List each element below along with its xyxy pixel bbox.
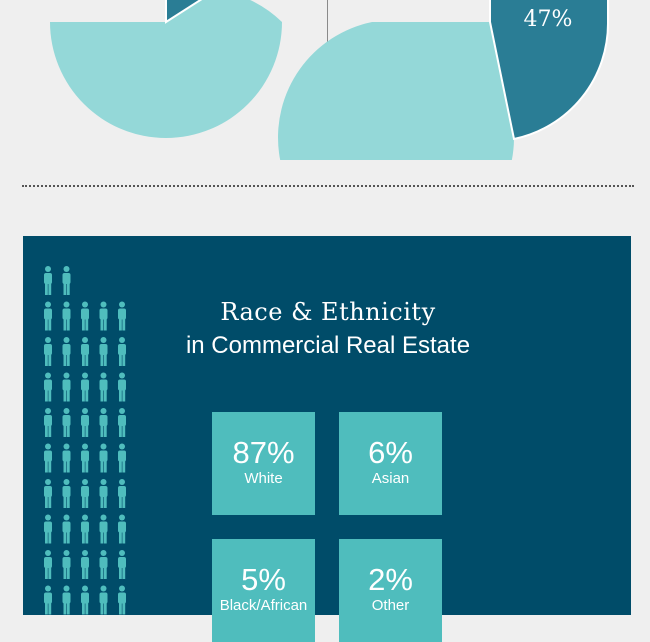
person-icon (81, 550, 89, 579)
person-icon (44, 266, 52, 295)
stat-value: 87% (232, 435, 295, 470)
person-icon (62, 337, 71, 366)
left-pie-chart (50, 0, 282, 138)
person-icon (99, 372, 108, 402)
person-icon (118, 514, 126, 544)
person-icon (62, 550, 71, 579)
stat-box-black-african: 5% Black/African (212, 539, 315, 642)
person-icon (44, 514, 52, 544)
person-icon (99, 443, 108, 473)
person-icon (44, 337, 52, 366)
people-icon-grid (44, 266, 126, 615)
stat-label: Asian (371, 470, 410, 487)
stat-box-other: 2% Other (339, 539, 442, 642)
person-icon (44, 408, 52, 437)
person-icon (118, 443, 126, 473)
left-pie-slice-small (165, 0, 203, 24)
person-icon (81, 479, 89, 508)
person-icon (81, 372, 89, 402)
stat-label: White (244, 470, 283, 487)
person-icon (81, 585, 89, 615)
person-icon (99, 301, 108, 331)
right-pie-chart: 47% (278, 0, 610, 160)
person-icon (81, 443, 89, 473)
person-icon (81, 337, 89, 366)
person-icon (62, 443, 71, 473)
person-icon (44, 301, 52, 331)
person-icon (99, 337, 108, 366)
person-icon (81, 514, 89, 544)
stat-box-asian: 6% Asian (339, 412, 442, 515)
person-icon (99, 514, 108, 544)
person-icon (44, 585, 52, 615)
person-icon (81, 301, 89, 331)
race-ethnicity-panel: Race & Ethnicity in Commercial Real Esta… (23, 236, 631, 642)
panel-title: Race & Ethnicity (220, 298, 436, 326)
pie-charts-area: 47% (50, 0, 610, 160)
person-icon (62, 408, 71, 437)
person-icon (118, 479, 126, 508)
person-icon (99, 585, 108, 615)
person-icon (62, 585, 71, 615)
person-icon (44, 550, 52, 579)
right-pie-label: 47% (524, 7, 573, 32)
person-icon (44, 372, 52, 402)
person-icon (118, 550, 126, 579)
stat-label: Other (371, 597, 410, 614)
stat-value: 2% (368, 562, 413, 597)
person-icon (44, 443, 52, 473)
person-icon (99, 408, 108, 437)
person-icon (99, 479, 108, 508)
person-icon (62, 372, 71, 402)
person-icon (81, 408, 89, 437)
left-pie-slice-large (50, 0, 282, 138)
person-icon (118, 585, 126, 615)
person-icon (62, 266, 71, 295)
right-pie-slice-47 (489, 0, 610, 141)
person-icon (118, 408, 126, 437)
person-icon (99, 550, 108, 579)
person-icon (62, 301, 71, 331)
dotted-separator (22, 185, 634, 187)
person-icon (118, 301, 126, 331)
stat-value: 5% (241, 562, 286, 597)
person-icon (44, 479, 52, 508)
stat-box-white: 87% White (212, 412, 315, 515)
person-icon (62, 479, 71, 508)
person-icon (118, 372, 126, 402)
stat-value: 6% (368, 435, 413, 470)
person-icon (62, 514, 71, 544)
panel-subtitle: in Commercial Real Estate (185, 332, 471, 359)
stat-label: Black/African (219, 597, 308, 614)
right-pie-slice-large (278, 22, 514, 160)
person-icon (118, 337, 126, 366)
